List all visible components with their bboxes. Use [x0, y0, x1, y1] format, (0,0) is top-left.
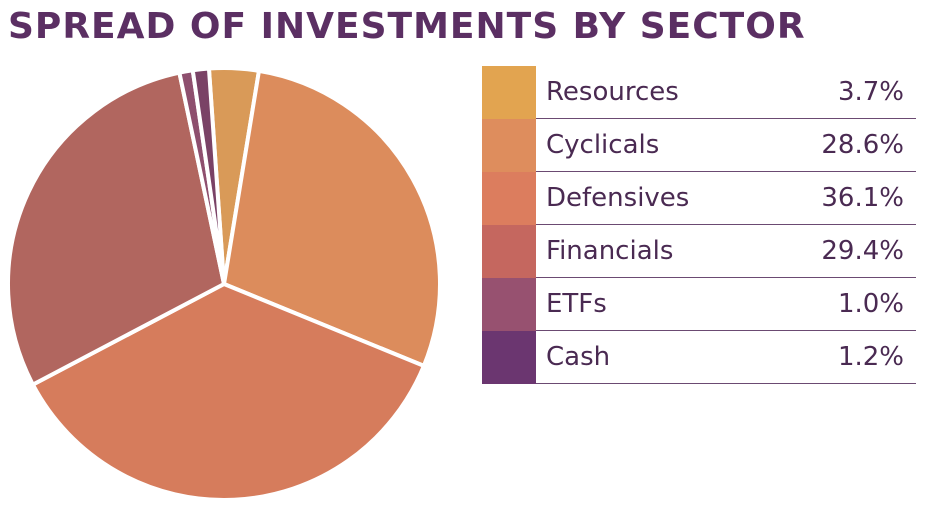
legend-label-defensives: Defensives — [546, 183, 690, 213]
legend-row-etfs: ETFs 1.0% — [482, 278, 916, 331]
legend-value-resources: 3.7% — [837, 77, 904, 107]
legend-divider — [536, 170, 916, 172]
chart-title: SPREAD OF INVESTMENTS BY SECTOR — [8, 6, 806, 47]
legend-label-cash: Cash — [546, 342, 611, 372]
legend-swatch-resources — [482, 66, 536, 119]
legend-row-resources: Resources 3.7% — [482, 66, 916, 119]
legend-divider — [536, 382, 916, 384]
legend-swatch-financials — [482, 225, 536, 278]
legend-value-cash: 1.2% — [837, 342, 904, 372]
legend-row-financials: Financials 29.4% — [482, 225, 916, 278]
legend-label-etfs: ETFs — [546, 289, 607, 319]
legend-value-cyclicals: 28.6% — [821, 130, 904, 160]
legend-row-cyclicals: Cyclicals 28.6% — [482, 119, 916, 172]
legend-label-financials: Financials — [546, 236, 674, 266]
legend-swatch-cyclicals — [482, 119, 536, 172]
pie-slice-financials — [6, 70, 226, 387]
legend-row-defensives: Defensives 36.1% — [482, 172, 916, 225]
legend-swatch-defensives — [482, 172, 536, 225]
pie-chart — [6, 66, 442, 502]
legend: Resources 3.7% Cyclicals 28.6% Defensives 36.… — [482, 66, 916, 384]
pie-slice-cyclicals — [222, 68, 442, 368]
legend-value-etfs: 1.0% — [837, 289, 904, 319]
legend-swatch-etfs — [482, 278, 536, 331]
pie-slice-cash — [190, 66, 226, 286]
legend-label-cyclicals: Cyclicals — [546, 130, 660, 160]
legend-label-resources: Resources — [546, 77, 679, 107]
legend-value-financials: 29.4% — [821, 236, 904, 266]
legend-swatch-cash — [482, 331, 536, 384]
legend-divider — [536, 329, 916, 331]
legend-row-cash: Cash 1.2% — [482, 331, 916, 384]
legend-divider — [536, 276, 916, 278]
pie-slice-defensives — [30, 282, 426, 502]
legend-divider — [536, 223, 916, 225]
legend-divider — [536, 117, 916, 119]
legend-value-defensives: 36.1% — [821, 183, 904, 213]
